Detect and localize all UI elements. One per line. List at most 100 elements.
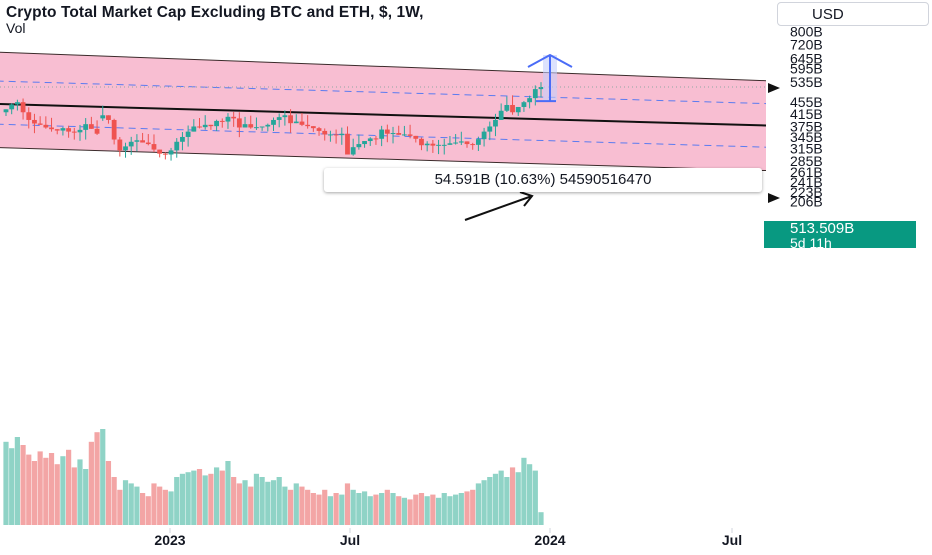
candle: [83, 118, 89, 140]
candle-body: [447, 143, 453, 145]
candle: [276, 113, 282, 128]
volume-bar: [379, 493, 385, 525]
candle: [396, 125, 402, 135]
candle: [106, 115, 111, 124]
candle-body: [191, 126, 197, 132]
volume-bar: [333, 493, 339, 525]
volume-bar: [26, 454, 32, 525]
candle: [60, 126, 66, 136]
volume-bar: [185, 472, 191, 525]
x-tick-label: 2023: [154, 532, 185, 548]
candle-body: [356, 144, 362, 148]
candle: [305, 115, 311, 129]
currency-button[interactable]: USD: [777, 2, 929, 26]
candle-body: [413, 135, 419, 139]
volume-bar: [287, 489, 294, 525]
y-tick-label: 595B: [790, 61, 823, 77]
y-tick-label: 261B: [790, 164, 823, 180]
candle: [9, 103, 15, 115]
volume-bar: [447, 496, 453, 525]
volume-bar: [441, 493, 447, 525]
candle: [88, 116, 94, 129]
volume-bar: [453, 494, 459, 525]
candle: [367, 137, 373, 146]
candle-body: [26, 112, 32, 120]
volume-bar: [105, 461, 112, 525]
channel-divider-line: [0, 103, 767, 127]
candle-body: [259, 126, 265, 128]
candle: [453, 134, 459, 145]
candle-body: [265, 124, 271, 127]
volume-bar: [350, 489, 356, 525]
candle: [37, 116, 43, 125]
volume-bar: [470, 489, 476, 525]
candle: [26, 107, 32, 129]
volume-bar: [83, 469, 89, 525]
volume-bar: [532, 470, 538, 525]
candle-body: [14, 102, 20, 105]
candle: [231, 111, 237, 127]
candle-body: [254, 127, 259, 129]
volume-bar: [66, 449, 72, 525]
candle: [362, 141, 367, 148]
candle-body: [88, 124, 94, 129]
y-tick-label: 345B: [790, 129, 823, 145]
volume-bar: [259, 477, 265, 525]
candle: [117, 137, 123, 157]
volume-bar: [407, 499, 413, 525]
candle: [20, 98, 26, 120]
candle: [214, 119, 219, 132]
candle: [515, 106, 521, 116]
candle-body: [373, 138, 379, 140]
volume-bar: [282, 486, 288, 525]
y-tick-label: 315B: [790, 140, 823, 156]
candle: [310, 126, 316, 132]
y-tick-label: 455B: [790, 94, 823, 110]
volume-bar: [481, 480, 487, 525]
volume-bar: [248, 486, 254, 525]
last-price-value: 513.509B: [790, 220, 855, 237]
candle: [43, 116, 49, 129]
volume-bar: [509, 467, 516, 525]
volume-bar: [265, 481, 271, 525]
volume-bar: [43, 457, 49, 525]
candle-body: [367, 138, 373, 142]
candle-body: [106, 115, 111, 120]
candle-body: [419, 138, 424, 146]
candle: [424, 141, 430, 152]
candle: [487, 121, 493, 141]
measure-tooltip: 54.591B (10.63%) 54590516470: [324, 168, 762, 192]
candle-body: [276, 117, 282, 120]
candle-body: [83, 124, 89, 130]
measure-arrow-head: [527, 53, 573, 68]
last-price-label: 513.509B 5d 11h: [764, 220, 916, 250]
volume-bar: [527, 464, 533, 525]
candle-body: [271, 119, 276, 125]
candle: [328, 130, 333, 142]
volume-bar: [504, 477, 510, 525]
candle-body: [123, 146, 128, 151]
lower-channel-bottom-line: [0, 147, 767, 172]
volume-bar: [111, 477, 117, 525]
volume-bar: [401, 497, 408, 525]
candle: [470, 142, 476, 150]
candle: [219, 118, 225, 128]
candle-body: [60, 128, 66, 131]
candle: [174, 138, 180, 158]
candle-body: [390, 133, 396, 135]
volume-bar: [339, 494, 345, 525]
candle-body: [481, 131, 487, 140]
candle-body: [9, 104, 15, 110]
candle-body: [328, 134, 333, 136]
candle: [402, 125, 407, 137]
volume-bar: [242, 480, 248, 525]
y-tick-label: 645B: [790, 50, 823, 66]
volume-bar: [208, 473, 214, 525]
candle-body: [532, 89, 538, 99]
candle-body: [225, 116, 231, 122]
volume-bar: [117, 489, 123, 525]
candle: [271, 117, 276, 131]
volume-bar: [157, 486, 163, 525]
